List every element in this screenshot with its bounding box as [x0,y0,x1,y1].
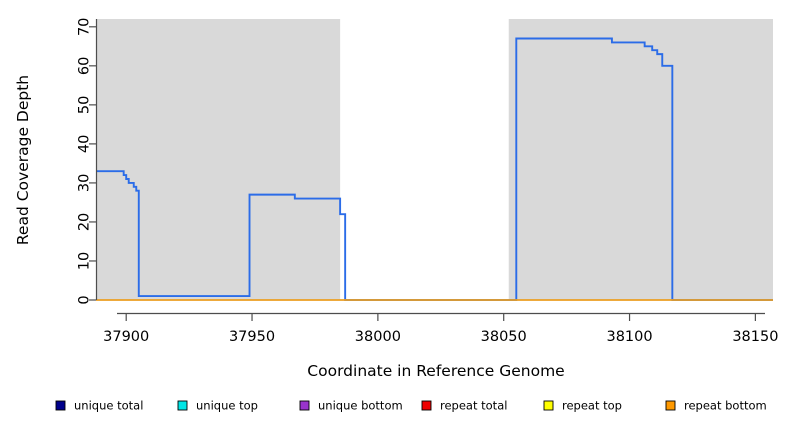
legend-swatch-repeat-total [421,400,432,411]
x-tick-label: 38050 [481,329,527,345]
y-tick-label: 60 [77,57,93,75]
y-axis-tick-labels: 0 10 20 30 40 50 60 70 [77,18,93,305]
legend-label-repeat-bottom: repeat bottom [684,399,767,413]
y-axis-title: Read Coverage Depth [14,75,32,245]
series-unique-total [96,37,773,301]
x-tick-label: 38150 [732,329,778,345]
y-tick-label: 30 [77,174,93,192]
legend-swatch-repeat-top [543,400,554,411]
x-axis-ticks [125,313,756,321]
repeat-region-right [508,19,773,300]
x-axis-tick-labels: 37900 37950 38000 38050 38100 38150 [103,329,778,345]
legend: unique total unique top unique bottom repea… [55,399,767,413]
y-axis-ticks [89,26,96,301]
x-axis-title: Coordinate in Reference Genome [307,362,564,380]
y-tick-label: 70 [77,18,93,36]
legend-swatch-unique-total [55,400,66,411]
y-tick-label: 50 [77,96,93,114]
x-tick-label: 37900 [103,329,149,345]
series-lines [96,37,773,301]
legend-swatch-unique-bottom [299,400,310,411]
legend-label-unique-total: unique total [74,399,143,413]
legend-label-repeat-total: repeat total [440,399,507,413]
legend-swatch-unique-top [177,400,188,411]
legend-swatch-repeat-bottom [665,400,676,411]
shaded-repeat-regions [96,19,773,300]
y-tick-label: 20 [77,213,93,231]
y-tick-label: 10 [77,252,93,270]
x-tick-label: 38100 [606,329,652,345]
y-tick-label: 40 [77,135,93,153]
x-axis: 37900 37950 38000 38050 38100 38150 Coordinat… [103,312,778,380]
repeat-region-left [96,19,341,300]
y-axis: 0 10 20 30 40 50 60 70 Read Coverage Depth [14,18,98,305]
legend-label-unique-top: unique top [196,399,258,413]
x-tick-label: 37950 [229,329,275,345]
legend-label-repeat-top: repeat top [562,399,622,413]
x-tick-label: 38000 [355,329,401,345]
legend-label-unique-bottom: unique bottom [318,399,403,413]
y-tick-label: 0 [77,295,93,304]
